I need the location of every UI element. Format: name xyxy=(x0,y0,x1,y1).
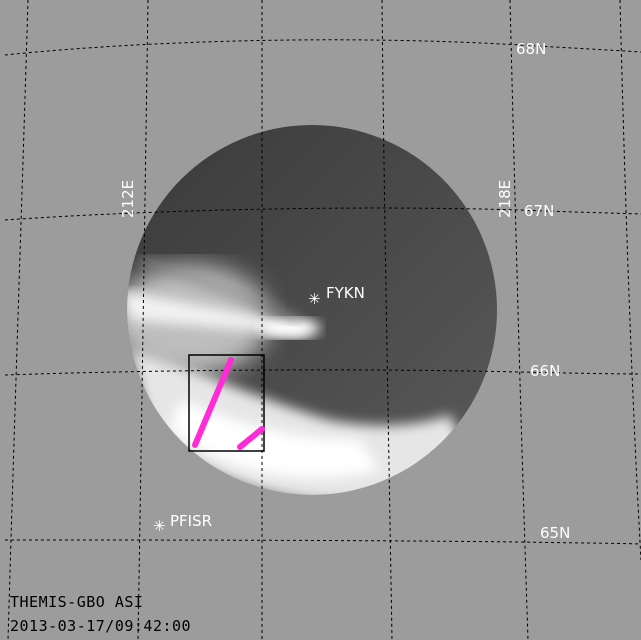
region-box xyxy=(188,354,265,452)
station-pfisr: ✳ PFISR xyxy=(153,512,212,535)
station-marker-icon: ✳ xyxy=(153,517,166,535)
station-marker-icon: ✳ xyxy=(308,290,321,308)
caption-timestamp: 2013-03-17/09:42:00 xyxy=(10,617,191,635)
station-fykn: ✳ FYKN xyxy=(308,284,365,308)
magenta-segment-2 xyxy=(237,426,265,450)
station-label-fykn: FYKN xyxy=(326,284,365,302)
magenta-segment-1 xyxy=(192,357,234,448)
lat-label-65n: 65N xyxy=(540,524,570,542)
latitude-grid-lines xyxy=(4,39,641,545)
lat-label-67n: 67N xyxy=(524,202,554,220)
longitude-grid-lines xyxy=(7,0,641,640)
lat-label-68n: 68N xyxy=(516,40,546,58)
caption-instrument: THEMIS-GBO ASI xyxy=(10,593,143,611)
lon-label-212e: 212E xyxy=(119,180,137,218)
station-label-pfisr: PFISR xyxy=(170,512,212,530)
lat-label-66n: 66N xyxy=(530,362,560,380)
all-sky-disk xyxy=(127,125,497,495)
lon-label-218e: 218E xyxy=(496,180,514,218)
